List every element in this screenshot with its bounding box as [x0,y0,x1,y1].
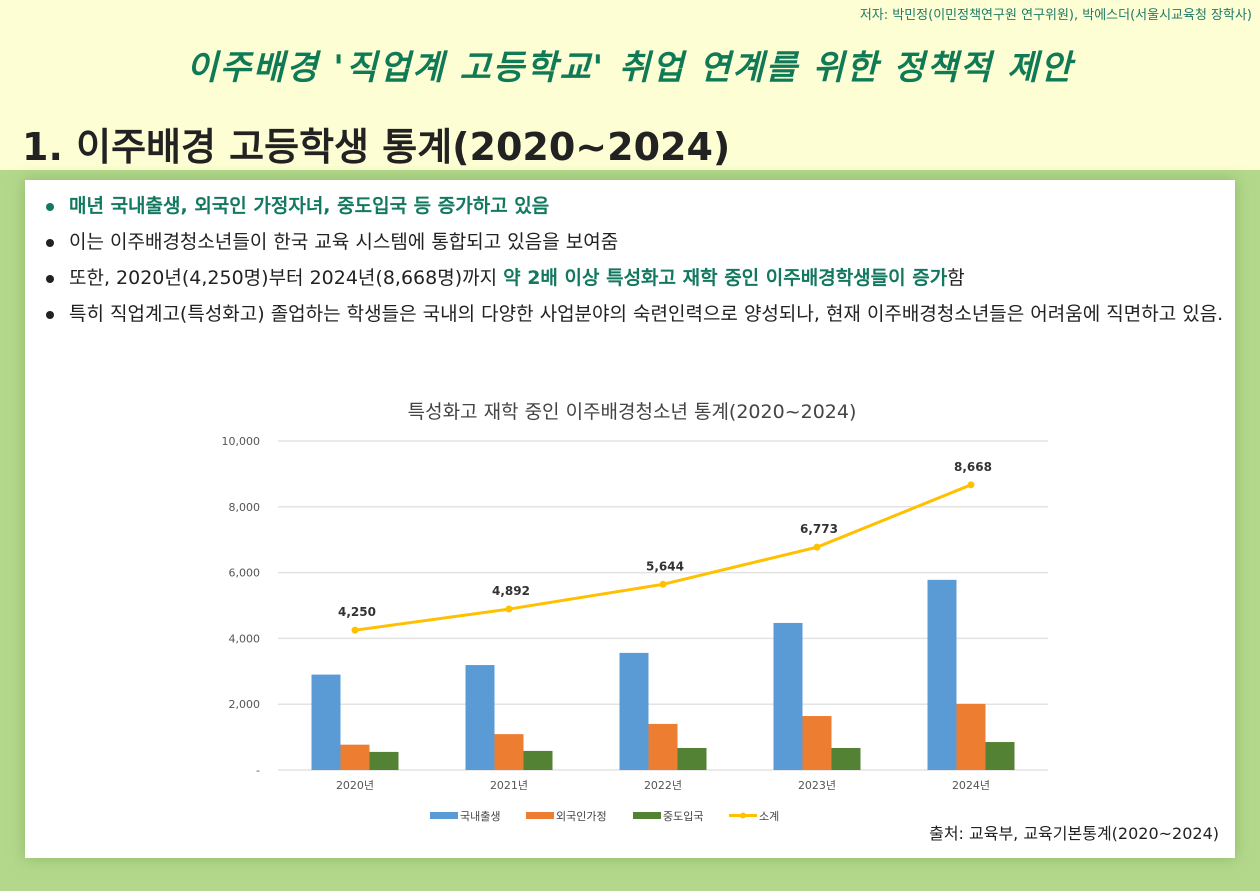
bar-외국인가정 [956,703,986,770]
bar-중도입국 [369,751,399,770]
legend-swatch [633,812,661,819]
bar-외국인가정 [802,716,832,770]
line-point [659,580,667,588]
y-tick-label: 4,000 [229,632,261,645]
legend-label: 소계 [759,810,779,823]
page-title: 이주배경 '직업계 고등학교' 취업 연계를 위한 정책적 제안 [186,48,1074,88]
legend-label: 외국인가정 [556,810,607,823]
author-credit: 저자: 박민정(이민정책연구원 연구위원), 박에스더(서울시교육청 장학사) [859,8,1252,23]
x-tick-label: 2022년 [644,779,682,792]
legend-label: 중도입국 [663,810,703,823]
data-label: 6,773 [800,522,838,536]
x-tick-label: 2021년 [490,779,528,792]
bullet-text: 함 [947,267,965,289]
data-label: 4,892 [492,584,530,598]
y-tick-label: 2,000 [229,698,261,711]
data-label: 4,250 [338,605,376,619]
line-point [967,481,975,489]
x-tick-label: 2023년 [798,779,836,792]
legend-swatch [430,812,458,819]
bar-국내출생 [619,652,649,770]
line-point [505,605,513,613]
header-area: 저자: 박민정(이민정책연구원 연구위원), 박에스더(서울시교육청 장학사) … [0,0,1260,170]
bar-중도입국 [677,747,707,770]
bullet-item: 특히 직업계고(특성화고) 졸업하는 학생들은 국내의 다양한 사업분야의 숙련… [43,296,1233,332]
source-note: 출처: 교육부, 교육기본통계(2020~2024) [929,824,1219,843]
x-tick-label: 2024년 [952,779,990,792]
bullet-item: 매년 국내출생, 외국인 가정자녀, 중도입국 등 증가하고 있음 [43,188,1233,224]
bar-국내출생 [927,579,957,770]
x-tick-label: 2020년 [336,779,374,792]
bar-국내출생 [311,674,341,770]
bar-중도입국 [831,747,861,770]
bar-외국인가정 [340,744,370,770]
bar-외국인가정 [648,723,678,770]
bullet-highlight: 약 2배 이상 특성화고 재학 중인 이주배경학생들이 증가 [503,267,948,289]
legend-label: 국내출생 [460,810,500,823]
bar-국내출생 [465,665,495,770]
y-tick-label: 6,000 [229,567,261,580]
bar-중도입국 [985,742,1015,770]
line-point [351,626,359,634]
y-tick-label: 8,000 [229,501,261,514]
bar-중도입국 [523,750,553,770]
bullet-text: 또한, 2020년(4,250명)부터 2024년(8,668명)까지 [69,267,504,289]
bullet-item: 또한, 2020년(4,250명)부터 2024년(8,668명)까지 약 2배… [43,260,1233,296]
bar-외국인가정 [494,734,524,770]
y-tick-label: - [256,764,260,777]
data-label: 5,644 [646,559,684,573]
line-point [813,543,821,551]
bar-국내출생 [773,622,803,770]
section-heading: 1. 이주배경 고등학생 통계(2020~2024) [22,125,731,169]
bullet-item: 이는 이주배경청소년들이 한국 교육 시스템에 통합되고 있음을 보여줌 [43,224,1233,260]
chart-title: 특성화고 재학 중인 이주배경청소년 통계(2020~2024) [408,401,857,423]
legend-swatch [526,812,554,819]
bullet-list: 매년 국내출생, 외국인 가정자녀, 중도입국 등 증가하고 있음 이는 이주배… [43,188,1233,332]
legend-swatch [740,812,746,819]
y-tick-label: 10,000 [222,435,261,448]
data-label: 8,668 [954,460,992,474]
